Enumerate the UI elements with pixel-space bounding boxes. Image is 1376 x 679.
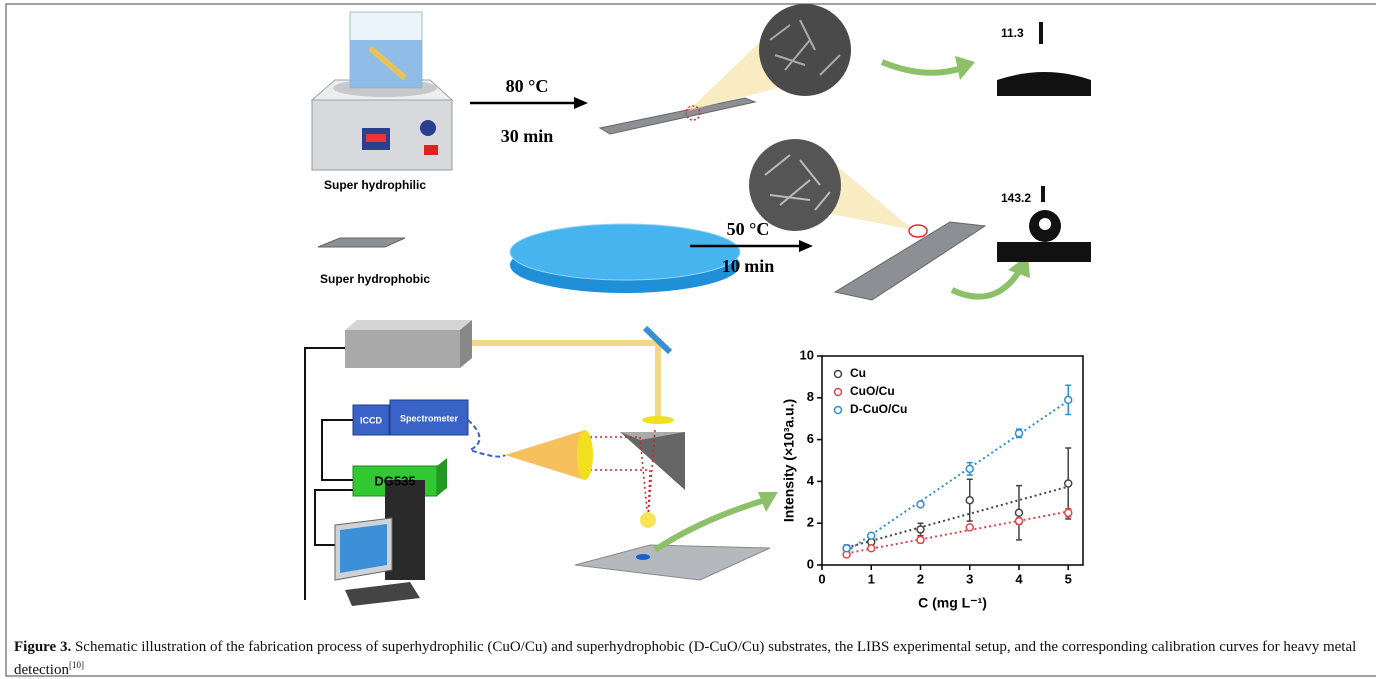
x-tick-label: 0	[818, 571, 825, 586]
zoom-spot	[909, 225, 927, 237]
condition: 10 min	[722, 256, 775, 276]
data-point	[868, 545, 875, 552]
data-point	[1065, 480, 1072, 487]
label: Spectrometer	[400, 413, 459, 423]
needle	[1039, 22, 1043, 44]
chart: 0 1 2 3 4 5 0 2 4 6 8 10 C (mg L⁻¹) Intensity (×10³a.…	[781, 347, 1083, 610]
arrow-head	[955, 56, 975, 80]
arrow	[882, 62, 962, 73]
x-axis-title: C (mg L⁻¹)	[918, 595, 987, 611]
sem-image	[759, 4, 851, 96]
fit-line	[847, 512, 1069, 554]
data-point	[966, 465, 973, 472]
x-tick-label: 2	[917, 571, 924, 586]
data-point	[917, 526, 924, 533]
data-point	[917, 501, 924, 508]
y-tick-label: 0	[807, 556, 814, 571]
data-point	[1015, 518, 1022, 525]
x-tick-label: 5	[1065, 571, 1072, 586]
caption-text: Schematic illustration of the fabricatio…	[14, 639, 1356, 678]
x-tick-label: 1	[868, 571, 875, 586]
data-point	[966, 497, 973, 504]
caption-label: Figure 3.	[14, 639, 71, 655]
substrate	[600, 98, 755, 134]
fit-line	[847, 401, 1069, 552]
legend-marker	[835, 389, 842, 396]
contact-angle: 11.3	[1001, 26, 1024, 40]
label: Super hydrophobic	[320, 272, 430, 286]
data-point	[917, 536, 924, 543]
data-point	[1015, 509, 1022, 516]
substrate	[318, 238, 405, 247]
arrow	[952, 270, 1020, 297]
y-tick-label: 2	[807, 515, 814, 530]
y-tick-label: 10	[800, 347, 814, 362]
label: Super hydrophilic	[324, 178, 426, 192]
y-tick-label: 8	[807, 389, 814, 404]
contact-angle: 143.2	[1001, 191, 1031, 205]
y-tick-label: 4	[807, 473, 815, 488]
legend-label: CuO/Cu	[850, 384, 895, 398]
figure: Super hydrophilic 80 °C 30 min 11.3 Supe…	[0, 0, 1376, 679]
sem-image	[749, 139, 841, 231]
hotplate	[312, 12, 452, 170]
y-tick-label: 6	[807, 431, 814, 446]
label: DG535	[374, 473, 415, 488]
arrow-head	[574, 97, 588, 109]
data-point	[843, 545, 850, 552]
droplet-highlight	[1039, 218, 1051, 230]
data-point	[1065, 396, 1072, 403]
legend-label: D-CuO/Cu	[850, 402, 907, 416]
libs-setup	[305, 320, 778, 606]
x-tick-label: 4	[1015, 571, 1023, 586]
condition: 30 min	[501, 126, 554, 146]
data-point	[1065, 509, 1072, 516]
condition: 50 °C	[727, 219, 770, 239]
y-axis-title: Intensity (×10³a.u.)	[781, 399, 797, 522]
legend-marker	[835, 407, 842, 414]
label: ICCD	[360, 415, 382, 425]
citation: [10]	[69, 660, 84, 670]
legend-label: Cu	[850, 366, 866, 380]
page: Super hydrophilic 80 °C 30 min 11.3 Supe…	[0, 0, 1376, 679]
petri-dish-top	[510, 224, 740, 280]
data-point	[1015, 430, 1022, 437]
arrow-head	[799, 240, 813, 252]
condition: 80 °C	[506, 76, 549, 96]
surface	[997, 242, 1091, 262]
caption: Figure 3. Schematic illustration of the …	[14, 638, 1376, 678]
data-point	[868, 532, 875, 539]
data-point	[966, 524, 973, 531]
x-tick-label: 3	[966, 571, 973, 586]
legend-marker	[835, 371, 842, 378]
needle	[1041, 186, 1045, 202]
